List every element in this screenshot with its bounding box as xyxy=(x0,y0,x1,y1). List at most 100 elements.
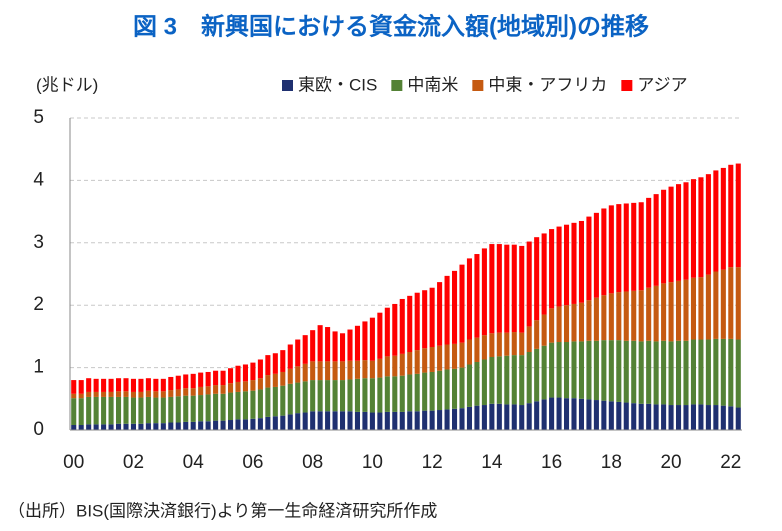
bar-segment xyxy=(153,378,159,392)
bar-segment xyxy=(646,403,652,430)
chart-title: 図 3 新興国における資金流入額(地域別)の推移 xyxy=(133,12,649,40)
bar-segment xyxy=(638,341,644,404)
bar-segment xyxy=(347,411,353,430)
x-tick-label: 10 xyxy=(362,452,383,473)
bar-segment xyxy=(280,385,286,416)
bar-segment xyxy=(198,386,204,396)
bar-segment xyxy=(593,400,599,430)
bar-segment xyxy=(78,425,84,430)
bar-segment xyxy=(369,412,375,430)
bar-segment xyxy=(735,339,741,408)
bar-segment xyxy=(198,421,204,430)
bar-segment xyxy=(593,340,599,401)
bar-segment xyxy=(571,222,577,304)
bar-segment xyxy=(511,244,517,333)
bar-segment xyxy=(377,312,383,359)
bar-segment xyxy=(213,370,219,386)
bar-segment xyxy=(683,279,689,341)
bar-segment xyxy=(310,330,316,362)
y-axis-label: (兆ドル) xyxy=(36,75,98,94)
bar-segment xyxy=(153,391,159,398)
bar-segment xyxy=(168,376,174,391)
bar-segment xyxy=(675,280,682,341)
bar-segment xyxy=(526,326,532,352)
bar-segment xyxy=(735,267,741,340)
bar-segment xyxy=(101,396,107,425)
bar-segment xyxy=(451,408,458,430)
bar-segment xyxy=(399,298,405,354)
bar-segment xyxy=(384,356,390,377)
bar-segment xyxy=(220,420,226,430)
bar-segment xyxy=(115,378,122,392)
bar-segment xyxy=(235,381,241,392)
bar-segment xyxy=(250,390,256,419)
bar-segment xyxy=(362,360,368,379)
bar-segment xyxy=(489,244,495,334)
bar-segment xyxy=(295,339,301,367)
bar-segment xyxy=(474,361,480,406)
bar-segment xyxy=(108,378,114,392)
bar-segment xyxy=(354,378,361,412)
bar-segment xyxy=(653,285,659,342)
bar-segment xyxy=(534,237,540,321)
bar-segment xyxy=(623,402,629,430)
bar-segment xyxy=(601,295,607,341)
bar-segment xyxy=(638,290,644,342)
bar-segment xyxy=(698,339,704,405)
bar-segment xyxy=(720,167,726,270)
bar-segment xyxy=(220,370,226,386)
bar-segment xyxy=(168,390,174,397)
x-tick-label: 02 xyxy=(123,452,144,473)
legend-swatch xyxy=(621,80,633,91)
bar-segment xyxy=(578,398,585,430)
bar-segment xyxy=(646,340,652,404)
bar-segment xyxy=(578,220,585,303)
bar-segment xyxy=(86,378,92,392)
bar-segment xyxy=(414,350,420,374)
bar-segment xyxy=(407,374,413,412)
bar-segment xyxy=(130,397,137,424)
bar-segment xyxy=(414,411,420,430)
bar-segment xyxy=(242,364,249,382)
bar-segment xyxy=(339,333,346,362)
bar-segment xyxy=(474,405,480,430)
bar-segment xyxy=(354,411,361,430)
bar-segment xyxy=(646,197,652,288)
bar-segment xyxy=(325,327,331,362)
bar-segment xyxy=(257,359,263,379)
bar-segment xyxy=(257,389,263,419)
bar-segment xyxy=(728,267,734,339)
bar-segment xyxy=(392,376,398,412)
bar-segment xyxy=(541,399,547,430)
bar-segment xyxy=(437,282,443,346)
bar-segment xyxy=(481,248,487,336)
x-tick-label: 00 xyxy=(63,452,84,473)
bar-segment xyxy=(586,300,592,341)
bar-segment xyxy=(145,378,151,391)
bar-segment xyxy=(302,412,308,430)
bar-segment xyxy=(160,423,166,430)
bar-segment xyxy=(690,179,697,278)
bar-segment xyxy=(698,177,704,278)
bar-segment xyxy=(399,375,405,412)
bar-segment xyxy=(93,378,99,392)
x-tick-label: 08 xyxy=(302,452,323,473)
bar-segment xyxy=(377,412,383,430)
bar-segment xyxy=(71,398,77,426)
bar-segment xyxy=(115,423,122,430)
bar-segment xyxy=(160,391,166,398)
bar-segment xyxy=(661,283,667,341)
bar-segment xyxy=(556,226,562,307)
bar-segment xyxy=(295,366,301,383)
bar-segment xyxy=(713,271,719,339)
bar-segment xyxy=(601,208,607,296)
bar-segment xyxy=(608,205,614,294)
bar-segment xyxy=(227,392,234,421)
bar-segment xyxy=(481,405,487,430)
bar-segment xyxy=(668,186,674,283)
bar-segment xyxy=(444,275,450,345)
bar-segment xyxy=(317,380,323,412)
bar-segment xyxy=(631,340,637,404)
bar-segment xyxy=(586,340,592,400)
bar-segment xyxy=(496,403,502,430)
